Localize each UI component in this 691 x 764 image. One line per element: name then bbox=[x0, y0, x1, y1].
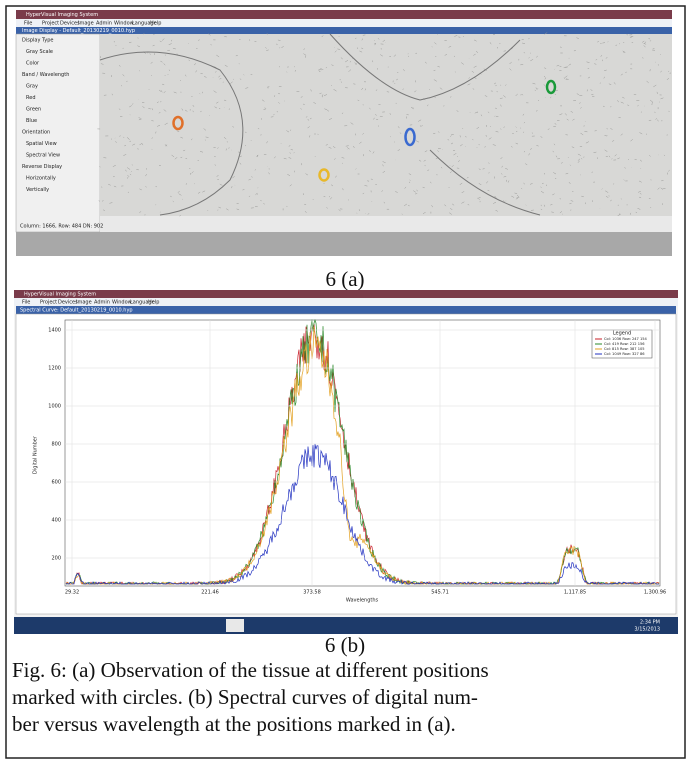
legend-entry: Col: 1036 Row: 247 154 bbox=[604, 337, 648, 341]
x-tick-label: 545.71 bbox=[431, 590, 449, 596]
x-tick-label: 1,300.96 bbox=[644, 590, 666, 596]
window-title: HyperVisual Imaging System bbox=[24, 292, 96, 298]
y-tick-label: 200 bbox=[51, 556, 61, 562]
tissue-edge bbox=[99, 33, 541, 216]
panel-title-bar bbox=[16, 306, 676, 314]
menu-item: File bbox=[22, 300, 30, 306]
panel-label: Band / Wavelength bbox=[22, 72, 69, 78]
status: Column: 1666, Row: 484 DN: 902 bbox=[20, 224, 103, 230]
marker-green bbox=[545, 79, 557, 95]
y-tick-label: 1400 bbox=[48, 328, 61, 334]
clock-time: 2:34 PM bbox=[640, 620, 660, 626]
marker-yellow bbox=[318, 168, 330, 182]
title-bar bbox=[16, 10, 672, 19]
legend-entry: Col: 1049 Row: 327 86 bbox=[604, 352, 645, 356]
label-b: 6 (b) bbox=[325, 633, 365, 657]
menu-item: Project bbox=[42, 21, 59, 27]
y-tick-label: 1000 bbox=[48, 404, 61, 410]
panel-title: Spectral Curve: Default_20130219_0010.hy… bbox=[20, 308, 133, 314]
panel-label: Red bbox=[26, 95, 36, 101]
panel-label: Display Type bbox=[22, 38, 54, 44]
tissue-texture bbox=[97, 32, 671, 217]
window-title: HyperVisual Imaging System bbox=[26, 12, 98, 18]
texture bbox=[97, 32, 671, 217]
screenshot-b: HyperVisual Imaging System Spectral Curv… bbox=[14, 290, 678, 634]
legend-entry: Col: 419 Row: 212 156 bbox=[604, 342, 645, 346]
panel-label: Spectral View bbox=[26, 153, 60, 159]
menu-item: Window bbox=[112, 300, 132, 306]
marker-blue bbox=[404, 127, 416, 147]
label-a: 6 (a) bbox=[325, 267, 364, 291]
menu-item: Image bbox=[78, 21, 94, 27]
side-panel bbox=[15, 33, 101, 233]
curve bbox=[65, 443, 659, 585]
panel-label: Gray bbox=[26, 84, 38, 90]
spectral-curves bbox=[65, 318, 660, 585]
panel-title-bar bbox=[16, 27, 672, 34]
menu-item: Project bbox=[40, 300, 57, 306]
menu-item: Help bbox=[150, 21, 161, 27]
panel-label: Gray Scale bbox=[26, 49, 53, 55]
x-tick-label: 373.58 bbox=[303, 590, 321, 596]
panel-label: Spatial View bbox=[26, 141, 57, 147]
scrollbar-area bbox=[100, 216, 672, 232]
menu-item: Language bbox=[132, 21, 157, 27]
panel-title: Image Display - Default_20130219_0010.hy… bbox=[22, 28, 135, 34]
panel-label: Reverse Display bbox=[22, 164, 62, 170]
taskbar-active bbox=[226, 619, 244, 632]
menu-item: Window bbox=[114, 21, 134, 27]
title-bar bbox=[14, 290, 678, 298]
menu-item: Help bbox=[148, 300, 159, 306]
taskbar bbox=[14, 617, 678, 634]
marker-orange bbox=[172, 115, 184, 131]
caption-line: marked with circles. (b) Spectral curves… bbox=[12, 685, 478, 709]
panel-label: Orientation bbox=[22, 130, 50, 136]
menu-bar bbox=[16, 19, 672, 27]
panel-label: Green bbox=[26, 107, 41, 113]
panel-label: Blue bbox=[26, 118, 37, 124]
y-tick-label: 600 bbox=[51, 480, 61, 486]
menu-item: Devices bbox=[60, 21, 80, 27]
x-tick-label: 221.46 bbox=[201, 590, 219, 596]
tissue-image bbox=[100, 34, 672, 216]
menu-item: Image bbox=[76, 300, 92, 306]
panel-label: Vertically bbox=[26, 187, 49, 193]
y-tick-label: 400 bbox=[51, 518, 61, 524]
workspace bbox=[16, 232, 672, 256]
panel-label: Color bbox=[26, 61, 40, 67]
menu-item: Devices bbox=[58, 300, 78, 306]
x-axis-label: Wavelengths bbox=[346, 598, 379, 604]
menu-item: File bbox=[24, 21, 32, 27]
clock-date: 3/15/2013 bbox=[634, 627, 660, 633]
menu-item: Language bbox=[130, 300, 155, 306]
x-tick-label: 1,117.85 bbox=[564, 590, 586, 596]
y-tick-label: 1200 bbox=[48, 366, 61, 372]
screenshot-a: HyperVisual Imaging System Image Display… bbox=[15, 10, 672, 256]
x-tick-label: 29.32 bbox=[65, 590, 79, 596]
menu-item: Admin bbox=[96, 21, 112, 27]
menu-item: Admin bbox=[94, 300, 110, 306]
menu-bar bbox=[14, 298, 678, 306]
panel-label: Horizontally bbox=[26, 176, 56, 182]
caption-line: Fig. 6: (a) Observation of the tissue at… bbox=[12, 658, 489, 682]
caption-line: ber versus wavelength at the positions m… bbox=[12, 712, 456, 736]
legend-entry: Col: 815 Row: 387 105 bbox=[604, 347, 645, 351]
legend-title: Legend bbox=[613, 331, 631, 337]
y-axis-label: Digital Number bbox=[33, 435, 39, 474]
y-tick-label: 800 bbox=[51, 442, 61, 448]
